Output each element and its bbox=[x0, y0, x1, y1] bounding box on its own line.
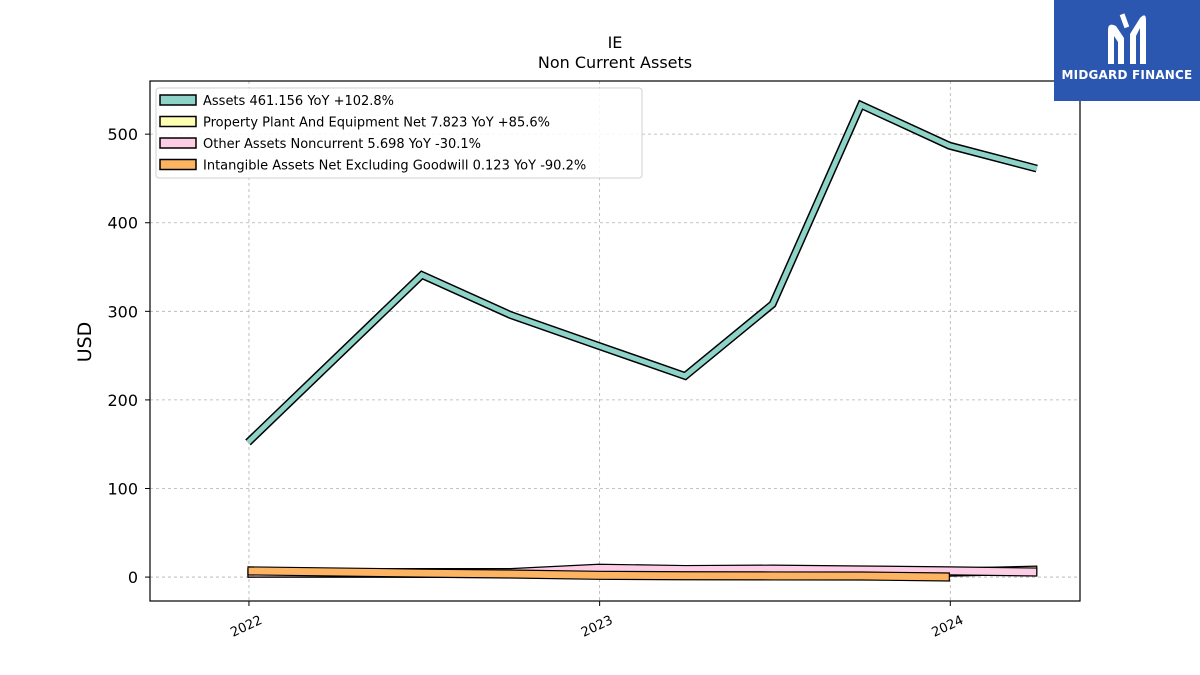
x-tick-label: 2022 bbox=[228, 613, 264, 641]
y-tick-label: 300 bbox=[107, 302, 138, 321]
legend-swatch bbox=[159, 137, 197, 149]
legend-entry: Other Assets Noncurrent 5.698 YoY -30.1% bbox=[203, 137, 481, 152]
brand-name: MIDGARD FINANCE bbox=[1061, 68, 1193, 82]
y-axis-ticks: 0 100 200 300 400 500 bbox=[107, 125, 150, 587]
series-area-3 bbox=[247, 566, 950, 582]
y-tick-label: 200 bbox=[107, 391, 138, 410]
plot-frame bbox=[149, 80, 1081, 602]
series-lines bbox=[245, 99, 1038, 446]
legend-box bbox=[155, 87, 643, 179]
y-tick-label: 0 bbox=[128, 568, 138, 587]
x-axis-ticks: 2022 2023 2024 bbox=[228, 601, 966, 641]
legend-entry: Assets 461.156 YoY +102.8% bbox=[203, 94, 394, 109]
legend-entry: Property Plant And Equipment Net 7.823 Y… bbox=[203, 116, 550, 131]
brand-logo: MIDGARD FINANCE bbox=[1054, 0, 1200, 101]
y-tick-label: 100 bbox=[107, 479, 138, 498]
y-tick-label: 500 bbox=[107, 125, 138, 144]
legend-swatch bbox=[159, 115, 197, 128]
legend-swatch bbox=[159, 94, 197, 106]
chart-subtitle: Non Current Assets bbox=[538, 53, 692, 72]
legend-entry: Intangible Assets Net Excluding Goodwill… bbox=[203, 159, 586, 174]
midgard-logo-icon bbox=[1108, 13, 1146, 65]
y-tick-label: 400 bbox=[107, 214, 138, 233]
legend-swatch bbox=[159, 158, 197, 171]
x-tick-label: 2023 bbox=[579, 613, 615, 641]
legend: Assets 461.156 YoY +102.8% Property Plant… bbox=[155, 87, 643, 179]
x-tick-label: 2024 bbox=[930, 613, 966, 641]
y-axis-label: USD bbox=[74, 322, 96, 363]
series-line-0 bbox=[246, 101, 1038, 445]
series-areas bbox=[247, 563, 1038, 582]
chart-title: IE bbox=[608, 33, 623, 52]
